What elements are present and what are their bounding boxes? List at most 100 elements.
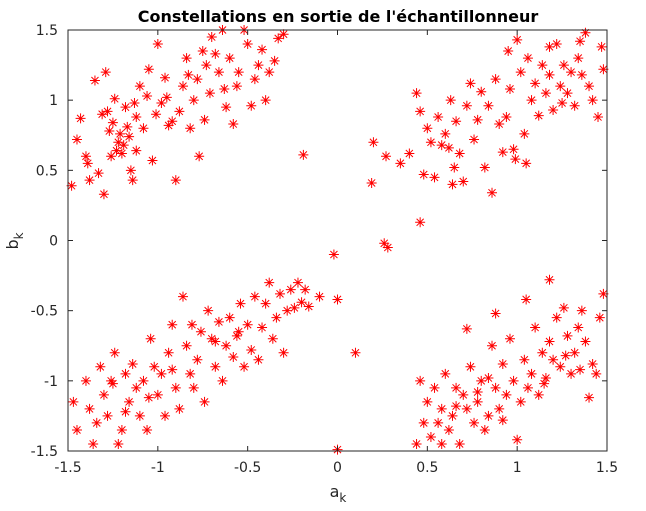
data-point [512,434,523,445]
data-point [246,100,257,111]
x-axis-label-base: a [330,482,340,501]
data-point [75,113,86,124]
axis-ticks: -1.5 -1 -0.5 0 0.5 1 1.5 -1.5 -1 -0.5 0 0.5 1 1.5 [31,23,618,476]
data-point [192,74,203,85]
data-point [522,53,533,64]
data-point [68,396,79,407]
data-point [404,148,415,159]
data-point [483,410,494,421]
data-point [558,302,569,313]
data-point [120,368,131,379]
data-point [483,373,494,384]
data-point [174,403,185,414]
data-point [576,69,587,80]
data-point [120,102,131,113]
data-point [508,144,519,155]
data-point [199,396,210,407]
data-point [170,175,181,186]
data-point [246,344,257,355]
data-point [129,97,140,108]
data-point [257,322,268,333]
data-point [479,424,490,435]
data-point [573,53,584,64]
data-point [562,88,573,99]
data-point [433,417,444,428]
data-point [213,67,224,78]
data-point [504,333,515,344]
data-point [368,137,379,148]
data-point [195,326,206,337]
data-point [411,438,422,449]
x-tick-label: -0.5 [234,460,261,476]
data-point [555,81,566,92]
data-point [131,382,142,393]
data-point [395,158,406,169]
data-point [219,83,230,94]
data-point [116,424,127,435]
data-point [454,438,465,449]
data-point [328,249,339,260]
data-point [185,368,196,379]
data-point [350,347,361,358]
data-point [88,438,99,449]
data-point [210,48,221,59]
data-point [188,95,199,106]
data-point [458,176,469,187]
data-point [415,375,426,386]
data-point [289,302,300,313]
data-point [548,354,559,365]
data-point [143,392,154,403]
data-point [490,74,501,85]
data-point [71,134,82,145]
data-point [273,33,284,44]
data-point [160,410,171,421]
data-point [197,46,208,57]
data-point [84,175,95,186]
data-point [224,312,235,323]
data-point [451,382,462,393]
data-point [127,358,138,369]
x-tick-label: -1 [151,460,165,476]
data-point [440,128,451,139]
data-point [122,121,133,132]
data-point [573,322,584,333]
data-point [206,333,217,344]
data-point [186,319,197,330]
data-point [540,373,551,384]
data-point [575,364,586,375]
data-point [436,403,447,414]
data-point [544,336,555,347]
data-point [501,112,512,123]
data-point [192,354,203,365]
y-axis-label-subscript: k [12,232,26,239]
data-point [461,403,472,414]
data-point [107,378,118,389]
data-point [271,312,282,323]
data-point [569,347,580,358]
data-point [292,277,303,288]
data-point [285,284,296,295]
data-point [562,330,573,341]
data-points [66,25,609,455]
data-point [131,145,142,156]
chart-title: Constellations en sortie de l'échantillo… [138,7,539,26]
data-point [267,333,278,344]
data-point [530,78,541,89]
data-point [264,277,275,288]
data-point [490,308,501,319]
data-point [519,128,530,139]
data-point [221,102,232,113]
data-point [102,106,113,117]
data-point [415,106,426,117]
data-point [109,347,120,358]
data-point [544,41,555,52]
data-point [233,67,244,78]
data-point [138,375,149,386]
data-point [411,88,422,99]
data-point [425,431,436,442]
data-point [540,88,551,99]
data-point [275,288,286,299]
data-point [80,151,91,162]
data-point [127,175,138,186]
data-point [253,354,264,365]
